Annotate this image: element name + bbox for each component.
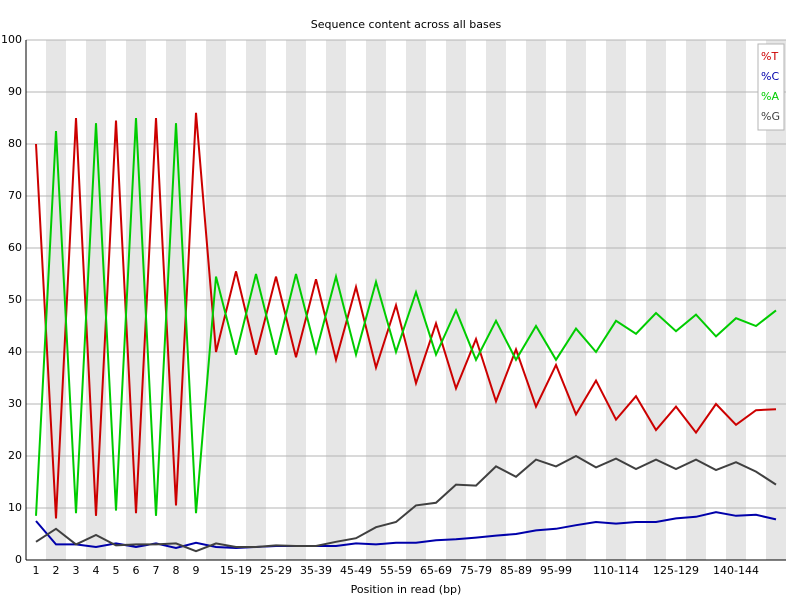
y-tick-label: 20 xyxy=(8,449,22,462)
y-tick-label: 0 xyxy=(15,553,22,566)
legend-entry: %C xyxy=(761,70,779,83)
x-tick-label: 65-69 xyxy=(420,564,452,577)
x-tick-label: 9 xyxy=(193,564,200,577)
series-line xyxy=(35,454,777,553)
x-tick-label: 8 xyxy=(173,564,180,577)
x-tick-label: 95-99 xyxy=(540,564,572,577)
x-tick-label: 4 xyxy=(93,564,100,577)
legend-box xyxy=(757,43,785,131)
x-tick-label: 7 xyxy=(153,564,160,577)
legend-entry: %T xyxy=(761,50,778,63)
x-tick-label: 85-89 xyxy=(500,564,532,577)
x-tick-label: 2 xyxy=(53,564,60,577)
x-tick-label: 15-19 xyxy=(220,564,252,577)
x-axis-label: Position in read (bp) xyxy=(351,583,462,596)
x-tick-label: 3 xyxy=(73,564,80,577)
series-line xyxy=(35,112,777,519)
x-tick-label: 45-49 xyxy=(340,564,372,577)
y-tick-label: 90 xyxy=(8,85,22,98)
x-tick-label: 5 xyxy=(113,564,120,577)
x-tick-label: 6 xyxy=(133,564,140,577)
y-tick-label: 100 xyxy=(1,33,22,46)
y-tick-label: 80 xyxy=(8,137,22,150)
y-tick-label: 70 xyxy=(8,189,22,202)
x-tick-label: 55-59 xyxy=(380,564,412,577)
legend-entry: %G xyxy=(761,110,780,123)
x-tick-label: 140-144 xyxy=(713,564,759,577)
x-tick-label: 35-39 xyxy=(300,564,332,577)
x-tick-label: 25-29 xyxy=(260,564,292,577)
chart-title: Sequence content across all bases xyxy=(311,18,502,31)
y-tick-label: 50 xyxy=(8,293,22,306)
x-tick-label: 75-79 xyxy=(460,564,492,577)
series-line xyxy=(35,117,777,516)
x-tick-label: 125-129 xyxy=(653,564,699,577)
y-tick-label: 40 xyxy=(8,345,22,358)
lines xyxy=(35,112,777,553)
y-tick-label: 60 xyxy=(8,241,22,254)
y-tick-label: 10 xyxy=(8,501,22,514)
x-tick-label: 110-114 xyxy=(593,564,639,577)
x-tick-label: 1 xyxy=(33,564,40,577)
legend-entry: %A xyxy=(761,90,779,103)
y-tick-label: 30 xyxy=(8,397,22,410)
